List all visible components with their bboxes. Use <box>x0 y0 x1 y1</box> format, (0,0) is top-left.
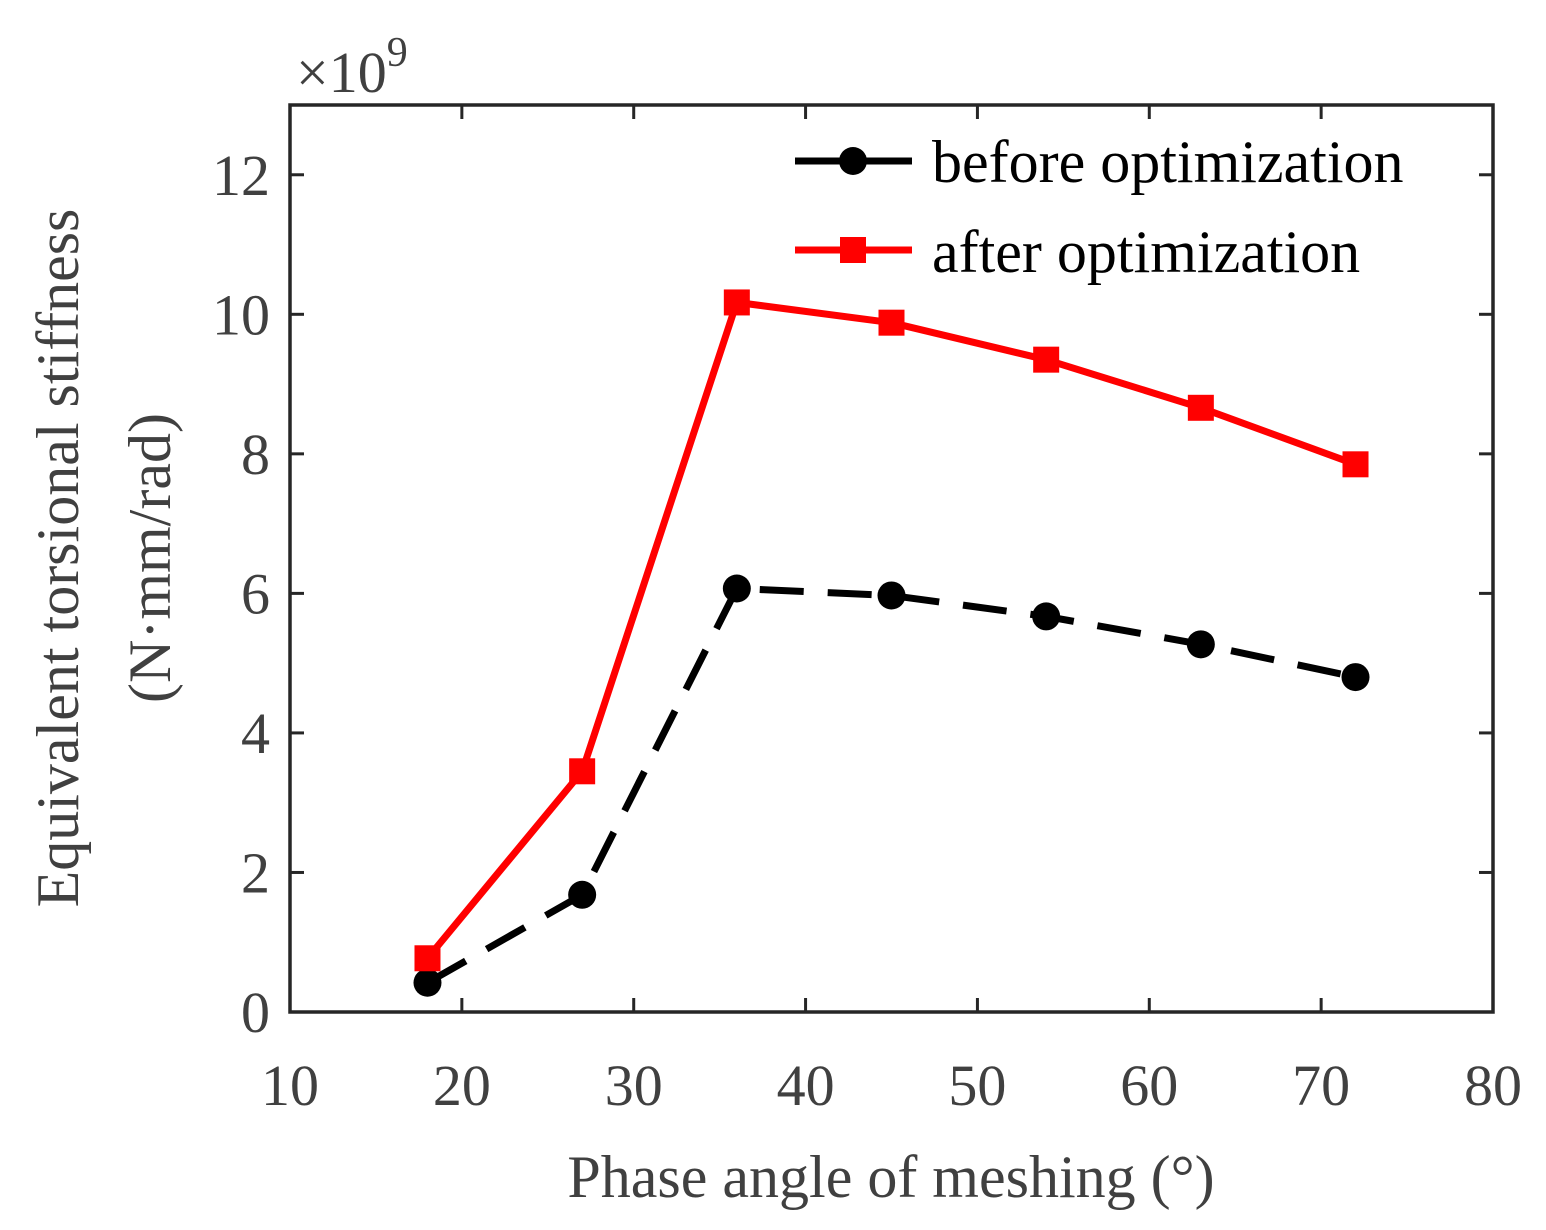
y-tick-label: 0 <box>241 980 270 1045</box>
y-axis-title-line-1: Equivalent torsional stiffness <box>25 209 91 908</box>
x-tick-label: 50 <box>948 1053 1006 1118</box>
y-tick-label: 2 <box>241 840 270 905</box>
x-tick-label: 10 <box>261 1053 319 1118</box>
series-0-point <box>722 574 751 603</box>
y-multiplier-exponent: 9 <box>387 30 408 76</box>
y-multiplier: ×109 <box>296 30 408 105</box>
y-tick-label: 10 <box>212 282 270 347</box>
x-tick-label: 20 <box>433 1053 491 1118</box>
series-1-point <box>569 758 596 785</box>
ticks-layer <box>290 105 1493 1012</box>
x-axis-title: Phase angle of meshing (°) <box>567 1144 1214 1210</box>
y-tick-label: 12 <box>212 143 270 208</box>
series-1-point <box>1187 394 1214 421</box>
legend: before optimization after optimization <box>795 129 1404 285</box>
x-tick-label: 80 <box>1464 1053 1522 1118</box>
series-1-point <box>1342 451 1369 478</box>
legend-swatch-after-marker <box>840 237 866 263</box>
series-line-1 <box>424 298 1357 961</box>
series-0-point <box>877 581 906 610</box>
legend-swatch-before-marker <box>839 147 867 175</box>
x-tick-label: 40 <box>777 1053 835 1118</box>
series-1-point <box>723 289 750 316</box>
series-1-point <box>1033 346 1060 373</box>
y-tick-label: 6 <box>241 561 270 626</box>
plot-frame <box>288 103 1495 1014</box>
x-tick-label: 70 <box>1292 1053 1350 1118</box>
legend-label-before: before optimization <box>932 129 1404 195</box>
series-0-point <box>1186 630 1215 659</box>
series-layer <box>413 289 1370 997</box>
y-axis-title-line-2: (N·mm/rad) <box>117 413 183 703</box>
series-0-point <box>413 968 442 997</box>
series-0-point <box>568 880 597 909</box>
y-tick-label: 8 <box>241 422 270 487</box>
series-0-point <box>1341 663 1370 692</box>
x-tick-label: 60 <box>1120 1053 1178 1118</box>
series-0-point <box>1032 602 1061 631</box>
series-1-point <box>414 945 441 972</box>
x-tick-labels: 10 20 30 40 50 60 70 80 <box>261 1053 1522 1118</box>
legend-label-after: after optimization <box>932 219 1360 285</box>
y-multiplier-base: ×10 <box>296 40 387 105</box>
series-1-point <box>878 309 905 336</box>
x-tick-label: 30 <box>605 1053 663 1118</box>
y-tick-labels: 0 2 4 6 8 10 12 <box>212 143 270 1045</box>
y-tick-label: 4 <box>241 701 270 766</box>
